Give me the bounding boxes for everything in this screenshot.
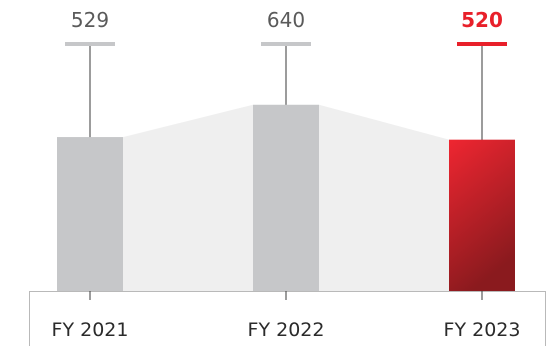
x-tick-label: FY 2023 [444,319,521,341]
value-cap [457,42,507,46]
bar [57,137,123,291]
bar-group [57,104,515,291]
value-label-group: 529 640 520 [71,8,503,32]
connector-band-group [123,104,449,291]
x-tick-label: FY 2022 [248,319,325,341]
value-cap [261,42,311,46]
bar-highlight [449,139,515,291]
connector-band [123,104,253,291]
category-label-group: FY 2021 FY 2022 FY 2023 [52,319,521,341]
x-axis-frame [29,291,546,346]
connector-band [319,104,449,291]
value-label: 529 [71,8,109,32]
value-label: 640 [267,8,305,32]
value-cap [65,42,115,46]
value-label: 520 [461,8,503,32]
value-cap-group [65,42,507,46]
bar [253,104,319,291]
x-tick-label: FY 2021 [52,319,129,341]
x-tick-group [89,291,483,300]
